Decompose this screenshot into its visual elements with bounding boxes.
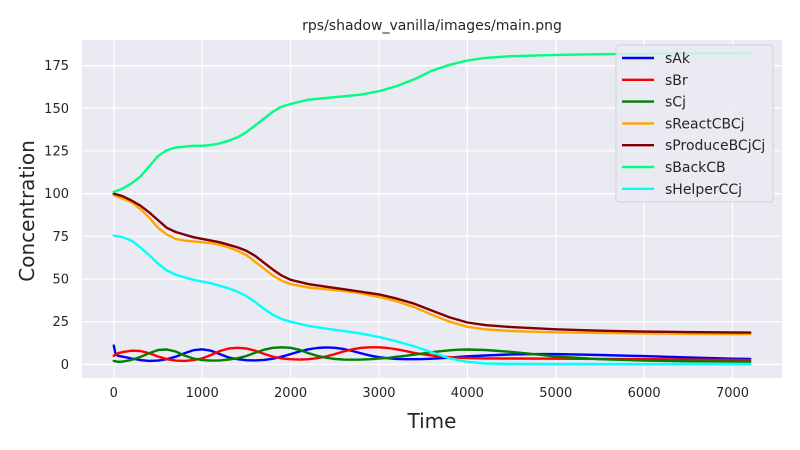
y-tick-label: 150 bbox=[44, 102, 69, 117]
y-tick-label: 50 bbox=[52, 272, 69, 287]
y-tick-label: 75 bbox=[52, 230, 69, 245]
legend-label: sProduceBCjCj bbox=[665, 138, 765, 154]
legend-label: sReactCBCj bbox=[665, 116, 745, 132]
x-tick-label: 2000 bbox=[274, 386, 307, 401]
series-line-sProduceBCjCj bbox=[112, 192, 752, 334]
x-axis-label: Time bbox=[407, 409, 457, 433]
x-tick-label: 6000 bbox=[628, 386, 661, 401]
y-axis-label: Concentration bbox=[15, 140, 39, 281]
legend-label: sCj bbox=[665, 95, 686, 111]
x-tick-label: 4000 bbox=[451, 386, 484, 401]
legend-label: sBr bbox=[665, 73, 688, 89]
chart-title: rps/shadow_vanilla/images/main.png bbox=[302, 18, 562, 34]
series-line-sBackCB bbox=[112, 52, 752, 194]
y-tick-label: 25 bbox=[52, 315, 69, 330]
series-line-sCj bbox=[112, 346, 752, 363]
legend-label: sAk bbox=[665, 51, 691, 67]
legend: sAk sBr sCj sReactCBCj sProduceBCjCj sBackCB s… bbox=[615, 44, 774, 203]
series-line-sReactCBCj bbox=[112, 194, 752, 336]
x-tick-label: 5000 bbox=[539, 386, 572, 401]
x-tick-label: 7000 bbox=[716, 386, 749, 401]
y-tick-label: 100 bbox=[44, 187, 69, 202]
y-tick-label: 175 bbox=[44, 59, 69, 74]
x-tick-label: 1000 bbox=[186, 386, 219, 401]
x-tick-label: 0 bbox=[110, 386, 118, 401]
legend-label: sBackCB bbox=[665, 160, 726, 176]
legend-box bbox=[615, 44, 774, 203]
y-tick-label: 125 bbox=[44, 144, 69, 159]
tick-labels: 0 1000 2000 3000 4000 5000 6000 7000 0 25 50 75 100 1… bbox=[44, 59, 749, 401]
series-lines bbox=[112, 52, 752, 366]
y-tick-label: 0 bbox=[61, 358, 69, 373]
series-line-sHelperCCj bbox=[112, 234, 752, 366]
legend-label: sHelperCCj bbox=[665, 182, 742, 198]
series-line-sAk bbox=[112, 344, 752, 363]
x-tick-label: 3000 bbox=[362, 386, 395, 401]
